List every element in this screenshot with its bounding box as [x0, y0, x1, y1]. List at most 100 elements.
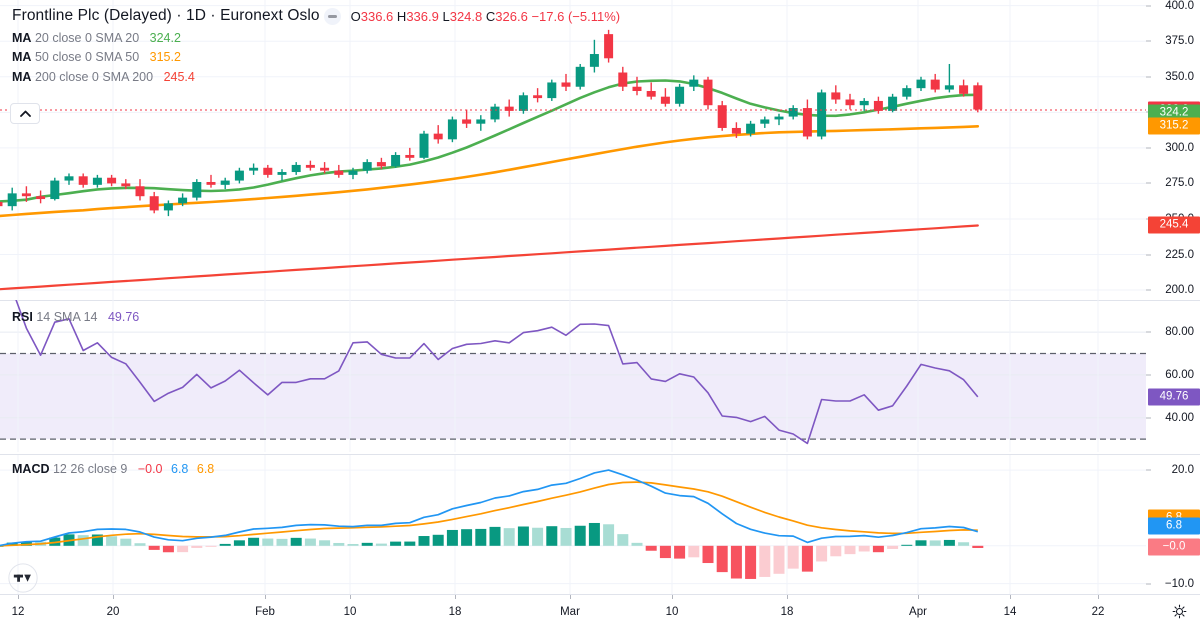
legend-ma50[interactable]: MA 50 close 0 SMA 50 315.2 [12, 50, 620, 64]
chevron-up-icon [19, 110, 31, 117]
rsi-pane[interactable] [0, 300, 1146, 452]
time-tick-label: Feb [255, 606, 275, 618]
candle-body [50, 180, 60, 200]
macd-histogram-bar [816, 545, 828, 562]
macd-histogram-bar [631, 542, 643, 546]
price-tick-label: 275.0 [1165, 177, 1194, 190]
macd-histogram-bar [716, 545, 728, 573]
legend-ma20[interactable]: MA 20 close 0 SMA 20 324.2 [12, 31, 620, 45]
rsi-value: 49.76 [107, 310, 140, 324]
time-tick-label: 10 [343, 606, 357, 618]
time-scale[interactable]: 12 20 Feb 10 18 Mar 10 18 Apr 14 22 [0, 595, 1200, 630]
time-tick-label: 20 [106, 606, 120, 618]
macd-histogram-bar [475, 528, 487, 546]
macd-histogram-bar [77, 535, 89, 546]
legend-ma200[interactable]: MA 200 close 0 SMA 200 245.4 [12, 70, 620, 84]
candle-body [419, 133, 429, 158]
candle-body [604, 34, 614, 59]
candle-body [78, 176, 88, 185]
macd-histogram-bar [929, 540, 941, 546]
macd-histogram-bar [915, 540, 927, 546]
macd-histogram-bar [901, 544, 913, 546]
candle-body [817, 92, 827, 137]
macd-histogram-bar [319, 540, 331, 546]
candle-body [178, 197, 188, 204]
candle-body [320, 167, 330, 171]
candle-body [504, 106, 514, 111]
candle-body [149, 196, 159, 211]
candle-body [561, 82, 571, 87]
macd-histogram-bar [262, 538, 274, 546]
tradingview-logo[interactable] [8, 563, 38, 593]
macd-histogram-bar [333, 542, 345, 546]
candle-body [660, 96, 670, 104]
candle-body [447, 119, 457, 140]
candle-body [760, 119, 770, 124]
hide-icon[interactable] [323, 7, 341, 25]
chart-settings-button[interactable] [1172, 604, 1187, 624]
time-tick-label: 12 [11, 606, 25, 618]
ohlc-values: O336.6 H336.9 L324.8 C326.6 −17.6 (−5.11… [351, 9, 620, 24]
macd-histogram-bar [177, 545, 189, 553]
price-tick-label: 225.0 [1165, 248, 1194, 261]
macd-hist-badge[interactable]: −0.0 [1148, 538, 1200, 556]
macd-histogram-bar [91, 534, 103, 546]
macd-line-badge[interactable]: 6.8 [1148, 517, 1200, 535]
macd-histogram-bar [503, 528, 515, 546]
time-tick-label: 10 [665, 606, 679, 618]
rsi-band-fill [0, 353, 1146, 440]
price-chart-canvas[interactable] [0, 0, 1146, 300]
rsi-line [15, 300, 979, 445]
low-value: 324.8 [449, 8, 483, 24]
macd-histogram-bar [801, 545, 813, 572]
rsi-tick-dash [1146, 374, 1151, 376]
macd-histogram-bar [361, 542, 373, 546]
macd-args: 12 26 close 9 [52, 462, 128, 476]
pane-divider-macd [0, 454, 1200, 455]
time-tick-label: Mar [560, 606, 580, 618]
candle-body [7, 193, 17, 207]
macd-tick-label: −10.0 [1164, 577, 1194, 590]
collapse-legend-button[interactable] [10, 103, 40, 124]
macd-chart-canvas[interactable] [0, 455, 1146, 595]
rsi-chart-canvas[interactable] [0, 300, 1146, 452]
macd-histogram-bar [858, 545, 870, 552]
price-tick-dash [1146, 289, 1151, 291]
rsi-legend[interactable]: RSI 14 SMA 14 49.76 [12, 310, 139, 324]
ma20-badge[interactable]: 324.2 [1148, 104, 1200, 122]
macd-histogram-bar [532, 527, 544, 546]
rsi-tick-dash [1146, 417, 1151, 419]
candle-body [944, 85, 954, 90]
macd-histogram-bar [191, 545, 203, 548]
candle-body [220, 180, 230, 185]
rsi-tick-label: 60.00 [1165, 368, 1194, 381]
candle-body [518, 95, 528, 111]
candle-body [121, 183, 131, 187]
price-tick-dash [1146, 254, 1151, 255]
candle-body [277, 172, 287, 175]
candle-body [92, 177, 102, 185]
macd-histogram-bar [560, 527, 572, 546]
candle-body [107, 177, 117, 184]
symbol-title[interactable]: Frontline Plc (Delayed) · 1D · Euronext … [12, 7, 320, 24]
macd-histogram-bar [546, 526, 558, 546]
high-label: H [396, 8, 407, 24]
macd-histogram-bar [375, 543, 387, 546]
macd-histogram-bar [773, 545, 785, 574]
macd-legend[interactable]: MACD 12 26 close 9 −0.0 6.8 6.8 [12, 462, 214, 476]
macd-histogram-bar [432, 534, 444, 546]
candle-body [689, 79, 699, 87]
ma200-badge[interactable]: 245.4 [1148, 216, 1200, 234]
candle-body [206, 181, 216, 185]
time-tick-dash [265, 595, 266, 599]
macd-histogram-bar [887, 545, 899, 549]
macd-pane[interactable] [0, 455, 1146, 595]
price-pane[interactable] [0, 0, 1146, 300]
price-scale[interactable]: 400.0375.0350.0325.0300.0275.0250.0225.0… [1146, 0, 1200, 595]
macd-histogram-bar [830, 545, 842, 557]
rsi-value-badge[interactable]: 49.76 [1148, 388, 1200, 406]
ma50-badge[interactable]: 315.2 [1148, 117, 1200, 135]
macd-tick-dash [1146, 583, 1151, 585]
time-tick-dash [1098, 595, 1099, 599]
macd-histogram-bar [233, 540, 245, 546]
